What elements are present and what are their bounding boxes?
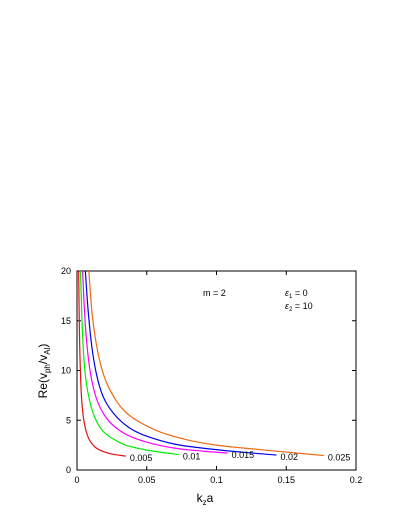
x-tick-label: 0.05 (138, 475, 156, 485)
plot-frame (76, 270, 357, 471)
x-tick-label: 0 (74, 475, 79, 485)
y-tick-label: 0 (66, 465, 71, 475)
x-axis-title: kza (197, 491, 214, 507)
series-label-1: 0.01 (183, 452, 201, 462)
y-tick-label: 5 (66, 415, 71, 425)
series-line-3 (84, 270, 277, 456)
annotation-eps2: ε2 = 10 (285, 301, 313, 313)
series-label-0: 0.005 (130, 453, 153, 463)
series-line-4 (88, 270, 324, 457)
x-tick-label: 0.15 (277, 475, 295, 485)
y-axis-title: Re(vph/vAl) (36, 344, 52, 399)
series-label-2: 0.015 (232, 450, 255, 460)
axis-ticks: 0 0.05 0.1 0.15 0.2 0 5 10 15 20 (61, 266, 362, 485)
series-label-4: 0.025 (328, 453, 351, 463)
series-label-3: 0.02 (280, 452, 298, 462)
y-tick-label: 15 (61, 316, 71, 326)
series-line-0 (78, 270, 126, 457)
series-line-1 (79, 270, 179, 456)
series-group (78, 270, 324, 457)
x-tick-label: 0.2 (350, 475, 363, 485)
y-tick-label: 20 (61, 266, 71, 276)
y-tick-label: 10 (61, 366, 71, 376)
series-labels: 0.005 0.01 0.015 0.02 0.025 (130, 450, 351, 463)
plot-border (76, 270, 357, 471)
series-line-2 (81, 270, 228, 454)
annotation-m: m = 2 (203, 288, 226, 298)
annotation-eps1: ε1 = 0 (285, 288, 308, 300)
x-tick-label: 0.1 (210, 475, 223, 485)
